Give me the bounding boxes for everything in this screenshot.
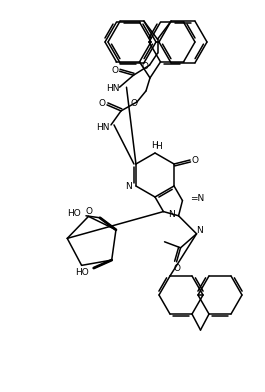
Text: N: N	[169, 210, 175, 219]
Text: HN: HN	[96, 123, 110, 132]
Text: HO: HO	[75, 268, 89, 277]
Text: =N: =N	[191, 194, 205, 203]
Text: O: O	[130, 100, 138, 109]
Text: O: O	[99, 100, 105, 109]
Text: O: O	[192, 156, 198, 165]
Text: N: N	[196, 226, 203, 235]
Text: O: O	[141, 62, 148, 71]
Text: O: O	[111, 66, 118, 75]
Text: N: N	[126, 181, 132, 191]
Text: HO: HO	[67, 209, 81, 218]
Text: O: O	[173, 264, 180, 273]
Text: H: H	[154, 142, 161, 151]
Text: HN: HN	[106, 84, 119, 93]
Text: O: O	[86, 207, 93, 216]
Text: H: H	[152, 140, 158, 149]
